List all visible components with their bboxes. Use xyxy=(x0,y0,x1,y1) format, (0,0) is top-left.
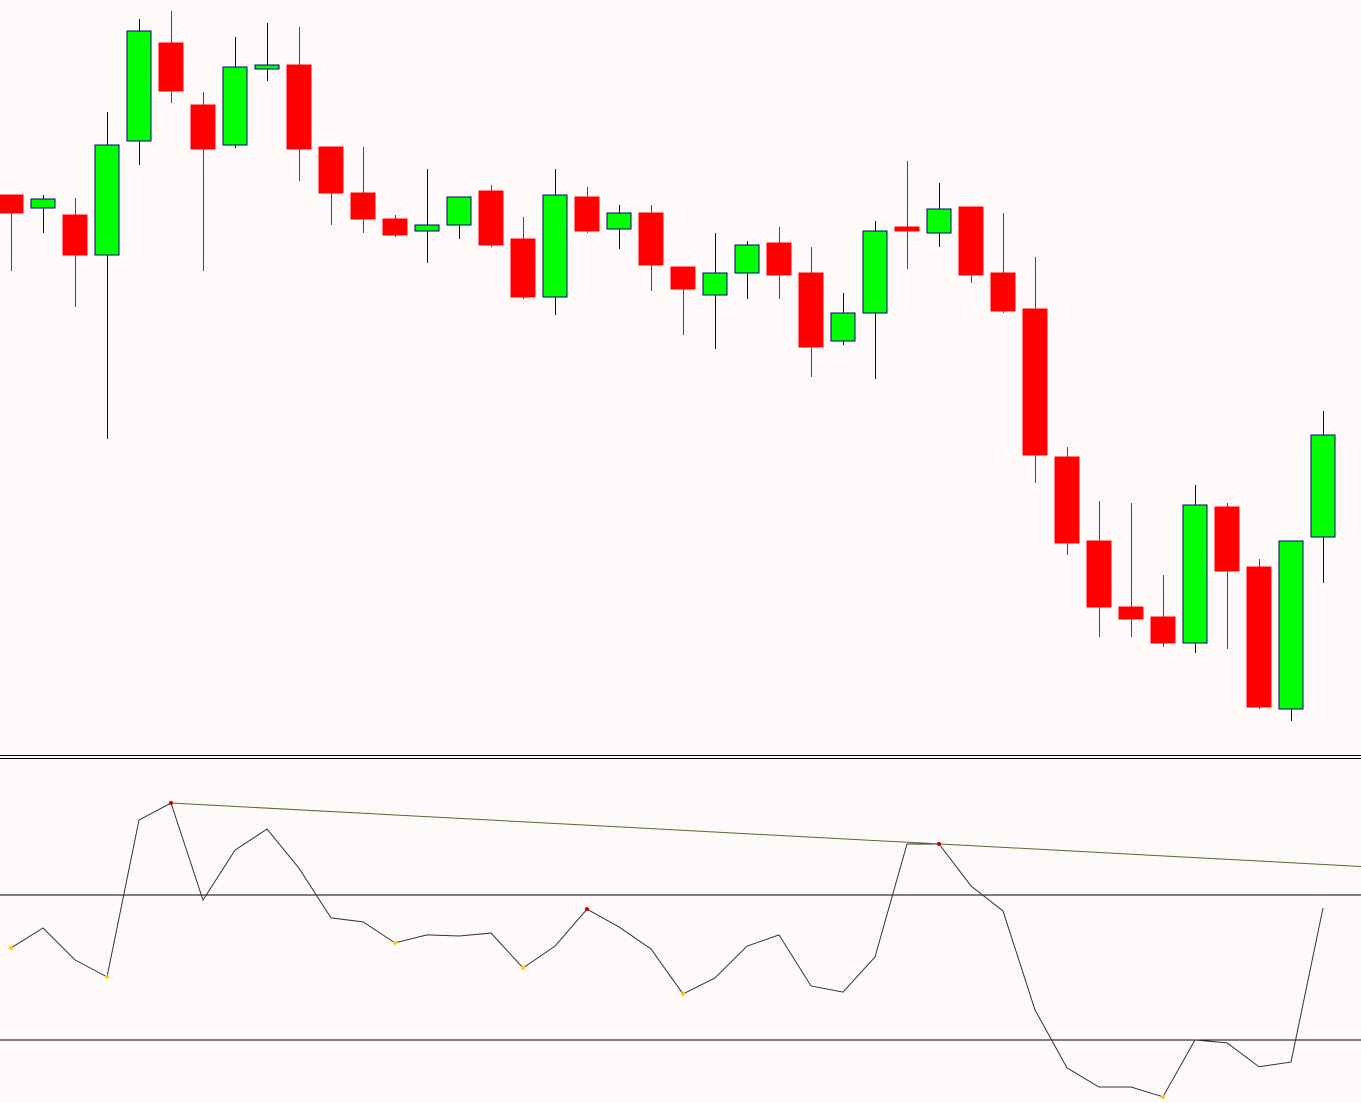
candle-body xyxy=(446,196,472,226)
highlight-dot xyxy=(105,974,109,979)
highlight-dot xyxy=(393,940,397,945)
candle-body xyxy=(894,226,920,232)
candle-body xyxy=(1086,540,1112,608)
candle-body xyxy=(830,312,856,342)
candle-body xyxy=(958,206,984,276)
candle-body xyxy=(318,146,344,194)
trendline xyxy=(170,802,1361,867)
candle-body xyxy=(126,30,152,142)
candle-body xyxy=(30,198,56,209)
candle-body xyxy=(0,194,24,214)
candle-body xyxy=(542,194,568,298)
highlight-dot xyxy=(681,991,685,996)
highlight-dot xyxy=(521,965,525,970)
candle-body xyxy=(862,230,888,314)
candle-body xyxy=(382,218,408,236)
candle-body xyxy=(1214,506,1240,572)
candle-body xyxy=(286,64,312,150)
candle-body xyxy=(990,272,1016,312)
candle-body xyxy=(638,212,664,266)
candle-body xyxy=(1022,308,1048,456)
candle-body xyxy=(1182,504,1208,644)
highlight-dot xyxy=(585,907,589,912)
candle-body xyxy=(510,238,536,298)
candle-body xyxy=(1054,456,1080,544)
candle-body xyxy=(190,104,216,150)
highlight-dot xyxy=(169,801,173,806)
candle-body xyxy=(670,266,696,290)
candle-body xyxy=(926,208,952,234)
candle-body xyxy=(158,42,184,92)
candle-body xyxy=(734,244,760,274)
candle-body xyxy=(1150,616,1176,644)
oscillator-line xyxy=(10,802,1324,1098)
candle-body xyxy=(478,190,504,246)
highlight-dot xyxy=(937,841,941,846)
candle-body xyxy=(1310,434,1336,538)
candle-body xyxy=(254,64,280,70)
candle-body xyxy=(574,196,600,232)
highlight-dot xyxy=(1161,1094,1165,1099)
highlight-dot xyxy=(9,945,13,950)
candle-body xyxy=(702,272,728,296)
candle-body xyxy=(1118,606,1144,620)
candle-body xyxy=(766,242,792,276)
candle-body xyxy=(798,272,824,348)
candle-body xyxy=(1278,540,1304,710)
candle-body xyxy=(62,214,88,256)
candle-body xyxy=(606,212,632,230)
candle-body xyxy=(222,66,248,146)
candle-body xyxy=(414,224,440,232)
candle-body xyxy=(1246,566,1272,708)
candle-body xyxy=(94,144,120,256)
candle-body xyxy=(350,192,376,220)
